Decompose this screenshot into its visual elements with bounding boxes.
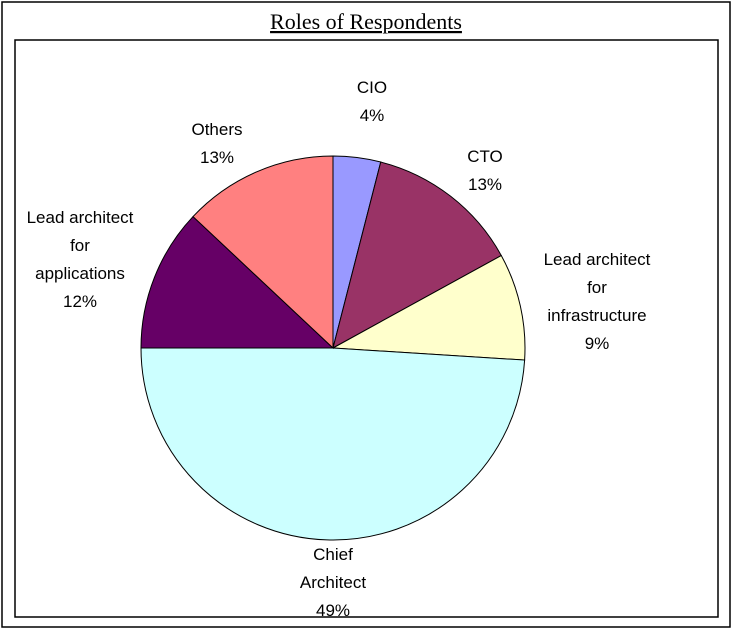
value-label: 9% — [584, 334, 610, 353]
value-label: 49% — [315, 601, 351, 620]
slice-label: Lead architect for applications 12% — [25, 204, 135, 316]
category-label: CTO — [467, 147, 503, 166]
pie-slice — [140, 347, 526, 541]
category-label: Lead architect for applications — [26, 208, 134, 283]
pie-slice — [331, 254, 526, 361]
slice-label: CTO 13% — [435, 143, 535, 199]
value-label: 12% — [62, 292, 98, 311]
pie-slice — [192, 155, 334, 350]
slice-label: CIO 4% — [322, 74, 422, 130]
pie-slice — [140, 215, 335, 349]
category-label: Chief Architect — [299, 545, 367, 592]
category-label: Others — [191, 120, 243, 139]
slice-label: Others 13% — [167, 116, 267, 172]
value-label: 4% — [359, 106, 385, 125]
category-label: Lead architect for infrastructure — [543, 250, 651, 325]
value-label: 13% — [199, 148, 235, 167]
category-label: CIO — [356, 78, 388, 97]
slice-label: Chief Architect 49% — [283, 541, 383, 625]
value-label: 13% — [467, 175, 503, 194]
pie-slice — [332, 161, 502, 349]
slice-label: Lead architect for infrastructure 9% — [541, 246, 653, 358]
chart-title: Roles of Respondents — [270, 9, 462, 34]
